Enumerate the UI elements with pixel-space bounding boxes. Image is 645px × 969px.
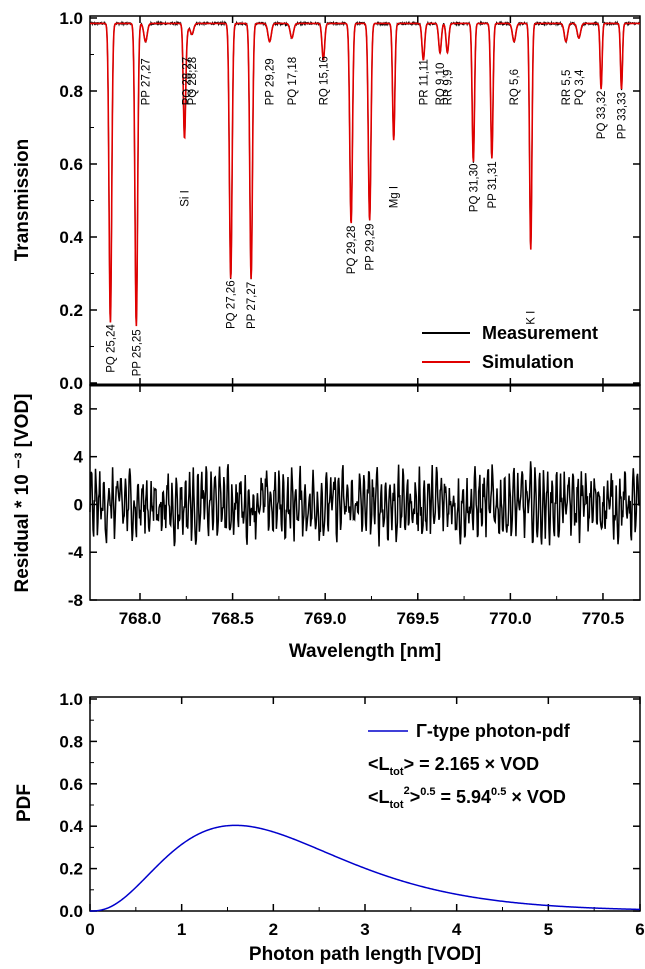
residual-panel: -8 -4 0 4 8 768.0 768.5 769.0 769.5 770.0 770.5 R… [12, 383, 641, 662]
x-tick-label: 770.0 [489, 609, 532, 628]
x-tick-label: 769.0 [304, 609, 347, 628]
absorption-line-label: PQ 31,30 [468, 164, 480, 213]
absorption-line-label: RQ 9,10 [435, 63, 447, 106]
absorption-line-label: PQ 29,28 [346, 226, 358, 275]
x-tick-label: 4 [452, 920, 462, 939]
absorption-line-label: PP 27,27 [141, 58, 153, 105]
y-tick-label: 0.8 [59, 732, 83, 751]
pdf-y-axis-label: PDF [14, 784, 35, 822]
y-tick-label: 4 [74, 448, 84, 467]
y-tick-label: 0.2 [59, 301, 83, 320]
rms-path-annotation: <Ltot2>0.5 = 5.940.5 × VOD [368, 785, 566, 811]
pdf-y-ticks: 0.0 0.2 0.4 0.6 0.8 1.0 [59, 690, 640, 921]
absorption-line-label: PQ 27,26 [226, 280, 238, 329]
residual-series [89, 461, 641, 547]
x-tick-label: 768.5 [211, 609, 254, 628]
pdf-x-ticks: 0 1 2 3 4 5 6 [85, 697, 645, 939]
x-tick-label: 769.5 [397, 609, 440, 628]
y-tick-label: 0.6 [59, 155, 83, 174]
x-tick-label: 6 [635, 920, 644, 939]
absorption-line-label: Mg I [389, 186, 401, 208]
absorption-line-label: PP 29,29 [265, 58, 277, 105]
y-tick-label: 0 [74, 495, 83, 514]
absorption-line-label: PR 11,11 [418, 59, 430, 105]
y-tick-label: 1.0 [59, 690, 83, 709]
transmission-legend: Measurement Simulation [422, 323, 598, 372]
absorption-line-label: PQ 28,27 [181, 57, 193, 106]
x-tick-label: 3 [360, 920, 369, 939]
absorption-line-label: PQ 17,18 [287, 57, 299, 106]
absorption-line-label: PP 29,29 [365, 223, 377, 270]
absorption-line-label: RQ 15,16 [318, 56, 330, 105]
y-tick-label: 8 [74, 400, 83, 419]
y-tick-label: 0.8 [59, 82, 83, 101]
absorption-line-label: PP 33,33 [617, 92, 629, 139]
absorption-line-label: PP 25,25 [131, 329, 143, 376]
mean-path-annotation: <Ltot> = 2.165 × VOD [368, 754, 539, 778]
transmission-series [89, 20, 641, 327]
x-tick-label: 770.5 [582, 609, 625, 628]
transmission-y-ticks: 0.0 0.2 0.4 0.6 0.8 1.0 [59, 9, 640, 393]
y-tick-label: -4 [68, 543, 84, 562]
absorption-line-label: PP 31,31 [487, 161, 499, 208]
measurement-line [89, 20, 641, 326]
photon-path-x-axis-label: Photon path length [VOD] [249, 944, 481, 965]
y-tick-label: 0.4 [59, 817, 83, 836]
x-tick-label: 768.0 [119, 609, 162, 628]
absorption-line-label: PP 27,27 [246, 282, 258, 329]
y-tick-label: 0.2 [59, 860, 83, 879]
pdf-panel: 0.0 0.2 0.4 0.6 0.8 1.0 0 1 2 3 4 5 6 PDF Photon pa… [14, 690, 645, 965]
absorption-line-label: K I [526, 311, 538, 325]
legend-gamma-label: Γ-type photon-pdf [416, 721, 571, 741]
transmission-y-axis-label: Transmission [12, 139, 33, 262]
absorption-line-label: PQ 25,24 [105, 324, 117, 373]
y-tick-label: 0.0 [59, 374, 83, 393]
simulation-line [90, 22, 640, 327]
pdf-gamma-curve [90, 824, 641, 912]
legend-measurement-label: Measurement [482, 323, 598, 343]
pdf-legend: Γ-type photon-pdf <Ltot> = 2.165 × VOD <… [368, 721, 571, 811]
y-tick-label: 0.6 [59, 775, 83, 794]
x-tick-label: 2 [269, 920, 278, 939]
y-tick-label: 0.4 [59, 228, 83, 247]
residual-y-axis-label: Residual * 10 ⁻³ [VOD] [12, 393, 33, 592]
absorption-line-label: RR 9,9 [442, 70, 454, 106]
absorption-line-label: PQ 28,28 [187, 57, 199, 106]
y-tick-label: 1.0 [59, 9, 83, 28]
x-tick-label: 1 [177, 920, 186, 939]
y-tick-label: -8 [68, 591, 83, 610]
y-tick-label: 0.0 [59, 902, 83, 921]
absorption-line-label: RQ 5,6 [509, 69, 521, 105]
absorption-line-label: PQ 33,32 [596, 91, 608, 140]
x-tick-label: 0 [85, 920, 94, 939]
transmission-panel: 0.0 0.2 0.4 0.6 0.8 1.0 PQ 25,24 PP 25,25 PP 27… [12, 9, 641, 393]
legend-simulation-label: Simulation [482, 352, 574, 372]
absorption-line-label: PQ 3,4 [574, 69, 586, 105]
absorption-line-label: RR 5,5 [561, 70, 573, 106]
residual-x-ticks: 768.0 768.5 769.0 769.5 770.0 770.5 [119, 385, 625, 628]
wavelength-x-axis-label: Wavelength [nm] [289, 641, 441, 662]
x-tick-label: 5 [544, 920, 553, 939]
absorption-line-label: Si I [179, 190, 191, 207]
